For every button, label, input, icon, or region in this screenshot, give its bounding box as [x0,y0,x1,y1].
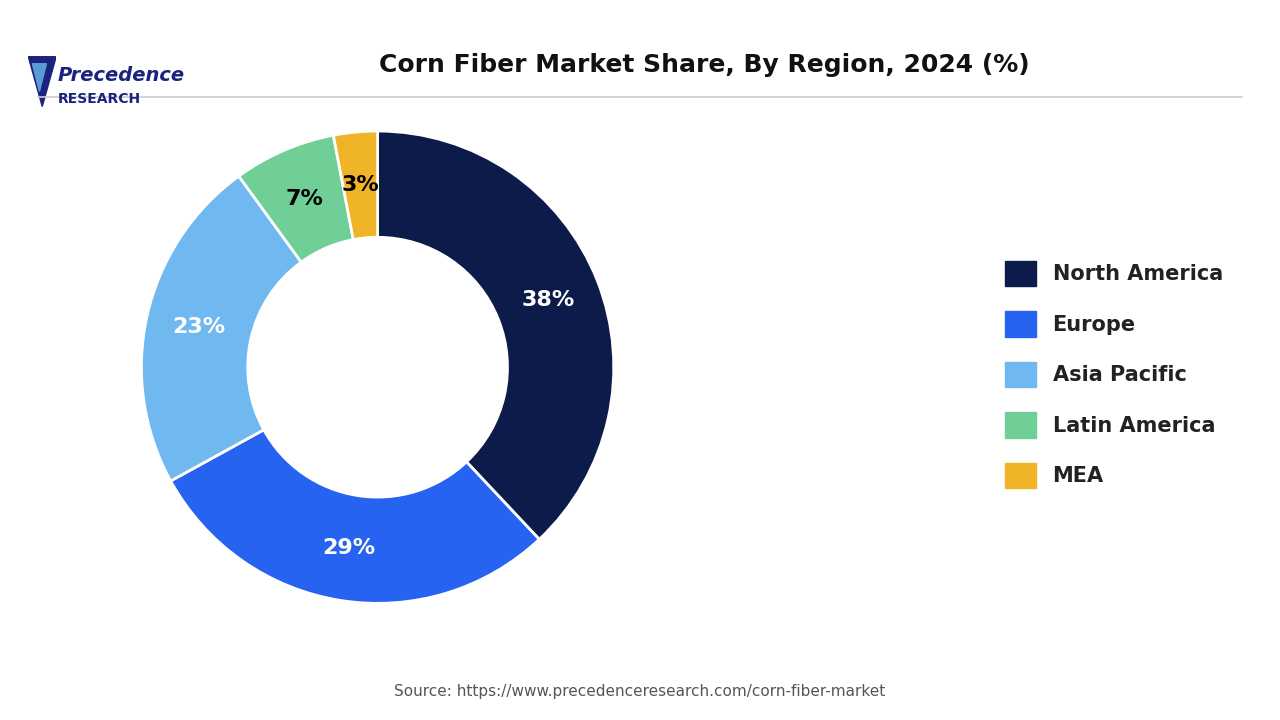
Legend: North America, Europe, Asia Pacific, Latin America, MEA: North America, Europe, Asia Pacific, Lat… [996,253,1231,496]
Wedge shape [142,176,301,481]
Polygon shape [32,64,46,91]
Text: Corn Fiber Market Share, By Region, 2024 (%): Corn Fiber Market Share, By Region, 2024… [379,53,1029,77]
Text: 7%: 7% [285,189,324,210]
Wedge shape [239,135,353,262]
Text: 23%: 23% [173,318,225,337]
Text: Precedence: Precedence [58,66,184,85]
Text: 29%: 29% [323,538,375,558]
Wedge shape [333,131,378,240]
Wedge shape [170,430,539,603]
Text: 3%: 3% [342,175,379,195]
Polygon shape [28,56,56,107]
Wedge shape [378,131,613,539]
Text: RESEARCH: RESEARCH [58,92,141,107]
Text: Source: https://www.precedenceresearch.com/corn-fiber-market: Source: https://www.precedenceresearch.c… [394,684,886,698]
Text: 38%: 38% [521,290,575,310]
